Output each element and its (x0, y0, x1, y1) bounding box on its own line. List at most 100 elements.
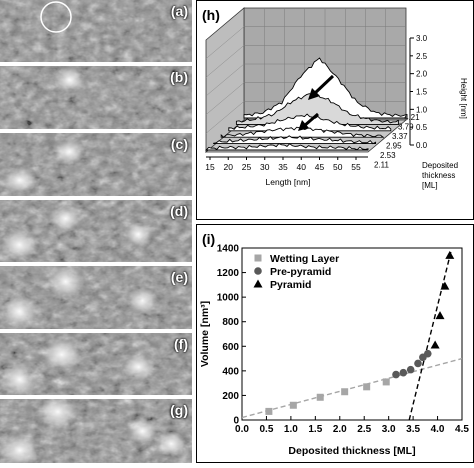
data-point-circle (423, 349, 432, 358)
data-point-circle (399, 368, 408, 377)
x-tick-label: 25 (242, 162, 252, 172)
stm-island (0, 363, 39, 395)
arrow-lower (303, 112, 319, 128)
x-tick-label: 20 (224, 162, 234, 172)
z-axis-title: Height [nm] (459, 78, 468, 119)
data-point-triangle (435, 311, 445, 320)
data-point-triangle (430, 340, 440, 349)
panel-h-3d-profiles: 0.0 0.5 1.0 1.5 2.0 2.5 3.0 Height [nm] 4.21 3.79… (196, 0, 474, 220)
panel-label: (f) (174, 336, 188, 352)
x-tick-label: 4.0 (431, 424, 445, 435)
stm-island (49, 205, 82, 233)
stm-image (0, 333, 192, 395)
x-tick-label: 1.0 (284, 424, 298, 435)
x-tick-label: 2.0 (333, 424, 347, 435)
stm-panel-e: (e) (0, 266, 192, 329)
data-point-circle (414, 359, 422, 368)
stm-panel-d: (d) (0, 200, 192, 262)
stm-island (53, 66, 85, 94)
stm-image (0, 0, 192, 62)
fit-line-wetting (241, 357, 463, 419)
data-point-square (363, 383, 371, 391)
height-profile-2.11 (205, 143, 369, 152)
data-point-square (341, 388, 349, 396)
stm-island (156, 431, 187, 457)
y-tick-label: 0 (233, 416, 239, 427)
panel-label: (g) (170, 402, 188, 418)
legend-label: Pre-pyramid (270, 266, 331, 278)
z-tick-label: 0.0 (416, 141, 428, 150)
gridline (205, 63, 245, 97)
thickness-tick-label: 2.95 (386, 142, 402, 151)
stm-texture (0, 66, 192, 129)
legend-marker-triangle (253, 279, 263, 288)
data-point-circle (392, 370, 400, 379)
y-tick-label: 400 (222, 366, 239, 377)
panel-label: (d) (170, 203, 188, 219)
legend-marker-square (254, 254, 262, 262)
legend-marker-circle (254, 267, 262, 275)
y-tick-label: 200 (222, 391, 239, 402)
thickness-tick-label: 3.37 (392, 132, 408, 141)
y-axis-title: Volume [nm³] (199, 301, 211, 367)
fit-line-pyramid (408, 250, 452, 421)
x-tick-label: 3.5 (406, 424, 420, 435)
stm-image (0, 133, 192, 196)
x-tick-label: 0.0 (235, 424, 249, 435)
panel-label: (c) (170, 136, 188, 152)
x-tick-label: 0.5 (259, 424, 273, 435)
panel-label: (h) (202, 7, 220, 23)
y-tick-label: 1200 (217, 268, 240, 279)
stm-image-column: (a) (b) (c) (d) (e) (f) (g) (0, 0, 192, 463)
stm-island (0, 433, 40, 463)
stm-island (1, 228, 39, 261)
x-tick-label: 4.5 (455, 424, 469, 435)
panel-i-svg: 0.0 0.5 1.0 1.5 2.0 2.5 3.0 3.5 4.0 4.5 0 200 400 600… (196, 224, 474, 463)
data-point-square (289, 401, 297, 409)
stm-island (47, 266, 85, 298)
stm-panel-b: (b) (0, 66, 192, 129)
stm-island (126, 417, 158, 445)
x-axis-title: Length [nm] (266, 177, 311, 187)
thickness-tick-label: 4.21 (404, 113, 420, 122)
panel-label: (b) (170, 69, 188, 85)
x-tick-label: 2.5 (357, 424, 371, 435)
stm-image (0, 399, 192, 463)
height-profile-2.53 (213, 135, 377, 145)
panel-label: (e) (170, 269, 188, 285)
stm-image (0, 66, 192, 129)
stm-island (126, 287, 158, 314)
data-point-square (316, 393, 324, 401)
y-tick-label: 1400 (217, 244, 240, 255)
y-tick-label: 600 (222, 342, 239, 353)
z-tick-label: 2.5 (416, 52, 428, 61)
gridline (205, 101, 245, 134)
stm-panel-g: (g) (0, 399, 192, 463)
data-point-triangle (440, 281, 450, 290)
data-point-square (382, 378, 390, 386)
x-tick-label: 15 (205, 162, 215, 172)
stm-panel-a: (a) (0, 0, 192, 62)
gridline (205, 26, 245, 59)
z-tick-label: 1.0 (416, 105, 428, 114)
y-tick-label: 1000 (217, 293, 240, 304)
thickness-axis-title: Deposited (422, 161, 458, 170)
x-axis-title: Deposited thickness [ML] (288, 445, 415, 457)
stm-island (2, 165, 37, 195)
z-tick-label: 0.5 (416, 123, 428, 132)
x-tick-label: 30 (260, 162, 270, 172)
thickness-tick-label: 3.79 (398, 123, 414, 132)
thickness-tick-label: 2.11 (374, 161, 390, 170)
stm-texture (0, 0, 192, 62)
arrow-upper-head (308, 88, 320, 100)
x-tick-label: 35 (278, 162, 288, 172)
stm-panel-f: (f) (0, 333, 192, 395)
panel-label: (a) (170, 3, 188, 19)
data-point-square (265, 407, 273, 415)
stm-island (0, 295, 39, 328)
stm-island (54, 139, 85, 165)
panel-h-svg: 0.0 0.5 1.0 1.5 2.0 2.5 3.0 Height [nm] 4.213.79… (196, 0, 474, 220)
arrow-lower-head (298, 120, 309, 131)
x-tick-label: 45 (315, 162, 325, 172)
highlight-circle (40, 1, 72, 33)
